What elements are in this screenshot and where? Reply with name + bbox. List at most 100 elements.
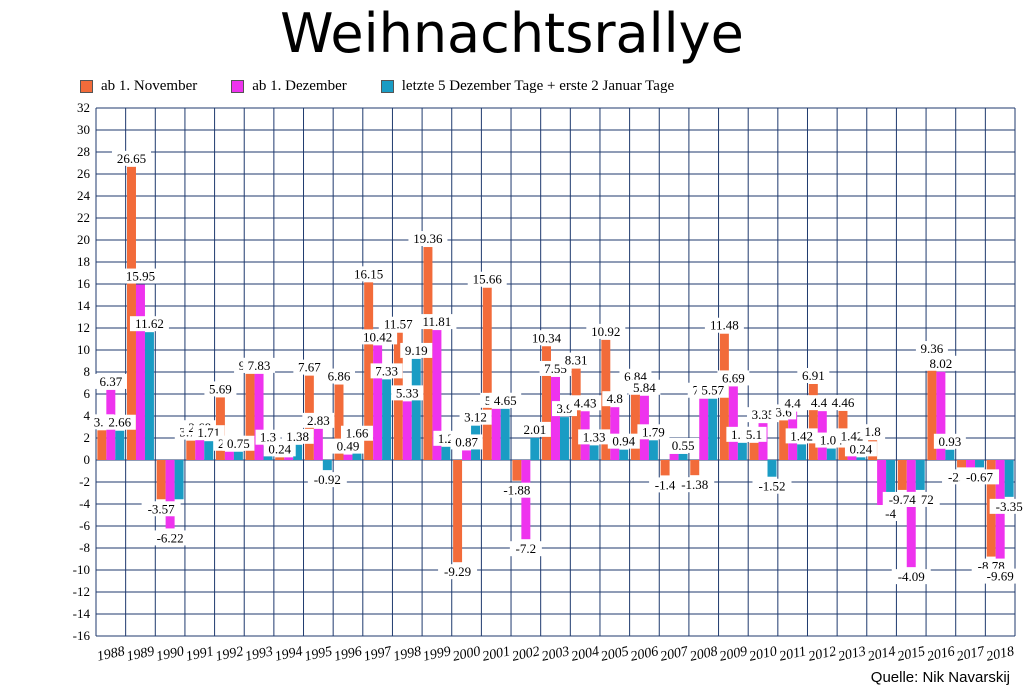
data-label-bg bbox=[323, 368, 356, 384]
data-label-group: 2.66 bbox=[103, 414, 136, 430]
legend-label-december: ab 1. Dezember bbox=[252, 77, 347, 94]
bar-2007-s2 bbox=[678, 453, 688, 460]
data-label: -9.29 bbox=[444, 564, 471, 579]
data-label-bg bbox=[450, 434, 483, 450]
data-label: 1.42 bbox=[841, 428, 864, 443]
bar-2011-s2 bbox=[797, 444, 807, 460]
x-tick-label: 2007 bbox=[659, 644, 690, 665]
data-label-group: 8.02 bbox=[924, 355, 957, 371]
data-label: 2.66 bbox=[108, 415, 131, 430]
data-label: 1.8 bbox=[864, 424, 880, 439]
data-label-group: 6.86 bbox=[323, 368, 356, 384]
data-label-group: 19.36 bbox=[408, 231, 448, 247]
data-label-bg bbox=[578, 429, 611, 445]
data-label: 1.79 bbox=[642, 424, 665, 439]
data-label: 10.34 bbox=[532, 330, 562, 345]
y-tick-label: -14 bbox=[73, 606, 91, 621]
data-label-group: 0.93 bbox=[933, 433, 966, 449]
x-tick-label: 2005 bbox=[600, 644, 631, 664]
data-label-bg bbox=[649, 477, 682, 493]
data-label-bg bbox=[780, 395, 806, 411]
data-label-group: 1.8 bbox=[860, 424, 886, 440]
data-label: 11.48 bbox=[710, 318, 739, 333]
x-axis-ticks: 1988 1989 1990 1991 1992 1993 1994 1995 1996 1997… bbox=[96, 644, 1016, 665]
x-tick-label: 1993 bbox=[244, 644, 275, 664]
bar-1991-s1 bbox=[195, 436, 205, 460]
data-label: 4.4 bbox=[785, 396, 802, 411]
data-label-group: 0.55 bbox=[667, 437, 700, 453]
y-tick-label: 2 bbox=[84, 430, 91, 445]
data-label: 9.19 bbox=[405, 343, 428, 358]
data-label-bg bbox=[797, 367, 830, 383]
y-tick-label: 18 bbox=[77, 254, 90, 269]
bar-1992-s2 bbox=[233, 451, 243, 460]
bar-1997-s2 bbox=[382, 379, 392, 460]
bar-2003-s1 bbox=[551, 376, 560, 460]
data-label-bg bbox=[263, 441, 296, 457]
data-label-bg bbox=[489, 392, 522, 408]
data-label: 5.57 bbox=[701, 383, 724, 398]
bar-1998-s2 bbox=[411, 358, 421, 460]
data-label-group: -1.38 bbox=[675, 477, 715, 493]
data-label-group: 1.33 bbox=[578, 429, 611, 445]
bar-2017-s1 bbox=[966, 460, 976, 468]
legend-item-santa-rally: letzte 5 Dezember Tage + erste 2 Januar … bbox=[380, 78, 674, 95]
data-label-bg bbox=[255, 429, 281, 445]
legend-item-december: ab 1. Dezember bbox=[231, 78, 347, 95]
data-label-group: -3.57 bbox=[141, 501, 181, 517]
bar-2002-s0 bbox=[512, 460, 522, 481]
data-label-group: 6.37 bbox=[94, 373, 127, 389]
data-label: 4.46 bbox=[832, 395, 855, 410]
data-label-bg bbox=[891, 569, 931, 585]
legend: ab 1. November ab 1. Dezember letzte 5 D… bbox=[80, 76, 708, 96]
data-label-bg bbox=[960, 469, 1000, 485]
data-label-bg bbox=[704, 317, 744, 333]
data-label: -9.74 bbox=[889, 492, 917, 507]
data-label-bg bbox=[307, 472, 347, 488]
bar-2003-s0 bbox=[542, 346, 552, 460]
bar-2008-s0 bbox=[690, 460, 700, 476]
data-label-bg bbox=[103, 414, 136, 430]
bar-1990-s2 bbox=[174, 460, 184, 500]
data-label: 11.57 bbox=[384, 317, 413, 332]
data-label-bg bbox=[120, 268, 160, 284]
data-label-bg bbox=[302, 412, 335, 428]
data-label: 6.69 bbox=[722, 370, 745, 385]
data-label-bg bbox=[717, 370, 750, 386]
data-label: 7.33 bbox=[375, 363, 398, 378]
bar-1993-s1 bbox=[254, 373, 264, 460]
x-tick-label: 2003 bbox=[540, 644, 571, 664]
data-label: 1.3 bbox=[260, 430, 276, 445]
data-label: 15.95 bbox=[126, 269, 155, 284]
data-label-group: 4.4 bbox=[780, 395, 806, 411]
legend-swatch-santa-rally bbox=[380, 79, 394, 93]
data-label-group: 0.94 bbox=[607, 433, 640, 449]
data-label-bg bbox=[915, 341, 948, 357]
data-label: -1.4 bbox=[655, 477, 676, 492]
data-label: -9.69 bbox=[987, 569, 1014, 584]
data-label: 9.36 bbox=[921, 341, 944, 356]
bar-2009-s1 bbox=[728, 386, 738, 460]
data-label-bg bbox=[527, 330, 567, 346]
bar-1994-s1 bbox=[284, 457, 294, 460]
data-label: -1.38 bbox=[681, 477, 708, 492]
legend-swatch-november bbox=[80, 79, 93, 93]
data-label-group: 1.66 bbox=[340, 425, 373, 441]
data-label-group: 11.57 bbox=[378, 316, 418, 332]
data-label-bg bbox=[340, 425, 373, 441]
data-label-bg bbox=[569, 395, 602, 411]
bar-2015-s0 bbox=[897, 460, 907, 490]
data-label-bg bbox=[243, 357, 276, 373]
data-label: 6.37 bbox=[99, 374, 122, 389]
bar-2016-s0 bbox=[927, 357, 937, 460]
data-label-bg bbox=[637, 424, 670, 440]
bar-1994-s2 bbox=[293, 444, 303, 460]
bar-2000-s0 bbox=[453, 460, 463, 563]
grid-lines bbox=[95, 107, 1016, 637]
bar-1997-s1 bbox=[373, 345, 383, 460]
data-label-group: 5.57 bbox=[696, 382, 729, 398]
data-label-group: 2.83 bbox=[302, 412, 335, 428]
data-label-group: -3.35 bbox=[989, 498, 1024, 514]
bar-1997-s0 bbox=[364, 282, 374, 460]
data-label: -3.35 bbox=[996, 499, 1023, 514]
